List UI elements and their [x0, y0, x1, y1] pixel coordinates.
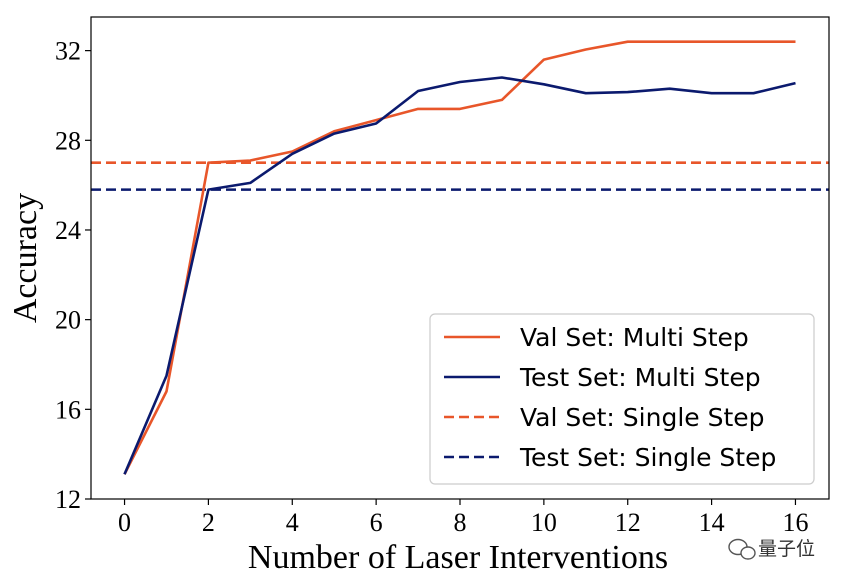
- y-tick-label: 24: [55, 216, 81, 245]
- x-tick-label: 10: [531, 508, 557, 537]
- legend-label-1: Val Set: Multi Step: [520, 323, 749, 352]
- x-tick-label: 12: [615, 508, 641, 537]
- series-line-1: [123, 40, 796, 475]
- series-lines: [123, 40, 796, 475]
- y-tick-label: 16: [55, 395, 81, 424]
- series-line-2: [123, 76, 796, 475]
- legend-label-4: Test Set: Single Step: [519, 443, 776, 472]
- legend-frame: [429, 313, 815, 485]
- x-tick-label: 4: [286, 508, 299, 537]
- x-tick-label: 0: [118, 508, 131, 537]
- y-tick-label: 20: [55, 306, 81, 335]
- reference-lines: [91, 161, 829, 191]
- x-tick-label: 2: [202, 508, 215, 537]
- y-tick-label: 32: [55, 37, 81, 66]
- legend-label-2: Test Set: Multi Step: [519, 363, 761, 392]
- x-tick-label: 14: [699, 508, 725, 537]
- legend-label-3: Val Set: Single Step: [520, 403, 765, 432]
- x-tick-label: 16: [782, 508, 808, 537]
- y-tick-label: 28: [55, 126, 81, 155]
- x-axis: 0 2 4 6 8 10 12 14 16: [118, 499, 808, 537]
- x-tick-label: 6: [370, 508, 383, 537]
- watermark-text: 量子位: [758, 538, 815, 560]
- x-tick-label: 8: [454, 508, 467, 537]
- wechat-icon: [728, 538, 756, 560]
- y-axis-label: Accuracy: [7, 193, 44, 323]
- watermark: 量子位: [728, 538, 815, 560]
- x-axis-label: Number of Laser Interventions: [248, 539, 668, 576]
- y-axis: 12 16 20 24 28 32: [55, 37, 91, 514]
- legend: Val Set: Multi Step Test Set: Multi Step V…: [429, 313, 815, 485]
- y-tick-label: 12: [55, 485, 81, 514]
